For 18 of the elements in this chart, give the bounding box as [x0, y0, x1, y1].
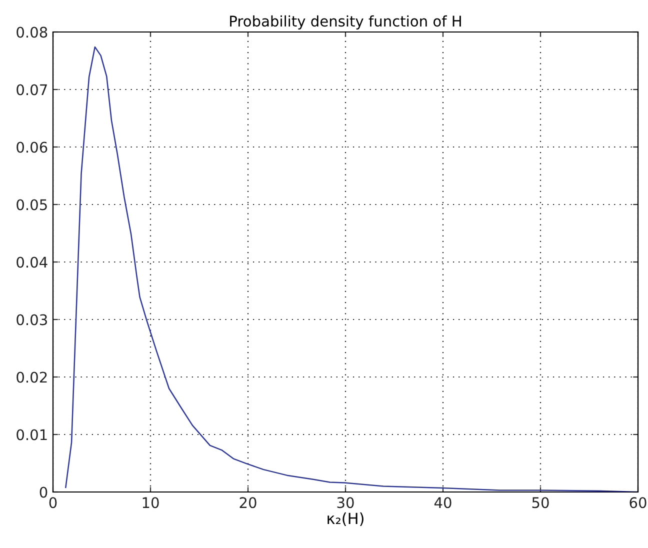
- chart-title: Probability density function of H: [230, 15, 461, 30]
- x-tick-label: 60: [630, 497, 646, 508]
- x-tick-label: 30: [337, 497, 354, 508]
- x-tick-label: 10: [142, 497, 159, 508]
- y-tick-label: 0.01: [16, 429, 47, 440]
- x-tick-label: 50: [532, 497, 549, 508]
- x-tick-label: 40: [434, 497, 452, 508]
- y-tick-label: 0.05: [16, 199, 47, 210]
- y-tick-label: 0.03: [16, 314, 47, 326]
- y-tick-label: 0.02: [16, 372, 47, 383]
- y-tick-label: 0.04: [16, 256, 48, 268]
- y-tick-label: 0.07: [16, 84, 47, 96]
- y-tick-label: 0.08: [16, 26, 48, 38]
- y-tick-label: 0: [40, 486, 48, 498]
- x-tick-label: 0: [49, 497, 57, 508]
- x-tick-label: 20: [240, 497, 256, 508]
- x-axis-title: κ₂(H): [328, 512, 364, 526]
- y-tick-label: 0.06: [16, 142, 48, 153]
